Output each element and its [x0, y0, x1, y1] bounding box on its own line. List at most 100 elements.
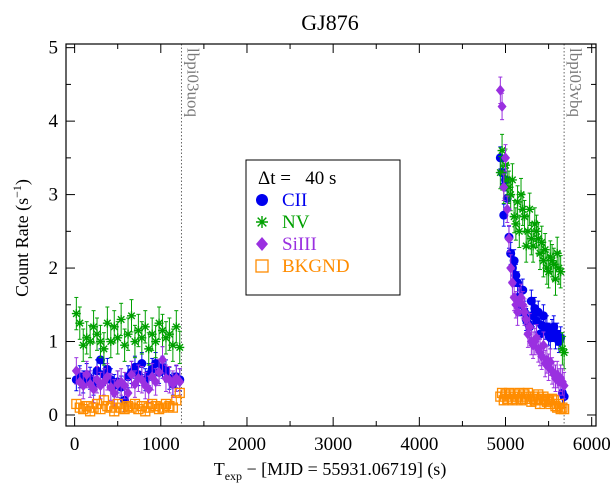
point-nv — [75, 318, 85, 328]
point-nv — [544, 267, 554, 277]
point-cii — [556, 333, 566, 343]
legend-marker-bkgnd — [255, 259, 269, 273]
legend-box — [245, 159, 401, 296]
point-bkgnd — [126, 402, 137, 413]
point-nv — [530, 219, 540, 229]
point-siiii — [506, 262, 516, 274]
point-nv — [164, 329, 174, 339]
point-nv — [504, 182, 514, 192]
legend-item-bkgnd: BKGND — [255, 256, 350, 277]
point-siiii — [499, 181, 509, 193]
point-nv — [533, 234, 543, 244]
point-nv — [130, 337, 140, 347]
axes: 0 1000 2000 3000 4000 5000 6000 0 1 2 3 4 5 — [49, 38, 611, 455]
legend-marker-nv — [256, 216, 268, 228]
x-axis-label-rest: − [MJD = 55931.06719] (s) — [242, 459, 446, 480]
point-nv — [113, 333, 123, 343]
point-bkgnd — [150, 401, 161, 412]
point-siiii — [538, 339, 548, 351]
point-bkgnd — [122, 401, 134, 412]
legend-marker-siiii — [256, 237, 268, 251]
point-nv — [495, 168, 505, 178]
point-bkgnd — [74, 402, 85, 413]
legend-label-siiii: SiIII — [282, 234, 317, 255]
vertical-markers: lbpi03uoq lbpi03vbq — [180, 44, 585, 426]
point-nv — [516, 190, 526, 200]
x-tick-label: 5000 — [487, 434, 525, 455]
point-siiii — [521, 313, 531, 325]
legend-label-cii: CII — [282, 190, 307, 211]
point-bkgnd — [160, 398, 172, 410]
legend-delta: Δt — [258, 168, 276, 189]
point-nv — [550, 274, 560, 284]
data-points — [71, 76, 570, 417]
legend-item-cii: CII — [256, 190, 307, 211]
point-nv — [171, 322, 181, 332]
x-tick-label: 4000 — [400, 434, 438, 455]
series-bkgnd — [71, 387, 570, 417]
point-nv — [116, 314, 126, 324]
legend-label-nv: NV — [282, 212, 310, 233]
point-nv — [528, 241, 538, 251]
point-nv — [547, 256, 557, 266]
point-cii — [95, 355, 105, 365]
legend-marker-cii — [256, 194, 268, 206]
point-cii — [513, 278, 523, 288]
point-nv — [526, 234, 536, 244]
point-siiii — [545, 356, 555, 368]
point-nv — [559, 348, 569, 358]
y-tick-label: 5 — [49, 38, 59, 59]
point-bkgnd — [119, 403, 130, 415]
point-nv — [552, 248, 562, 258]
point-nv — [140, 322, 150, 332]
legend-interval: = 40 s — [276, 168, 337, 189]
point-nv — [507, 175, 517, 185]
point-nv — [161, 333, 171, 343]
point-nv — [532, 226, 542, 236]
chart-title: GJ876 — [301, 10, 358, 35]
vline-label-0: lbpi03uoq — [183, 48, 202, 117]
point-nv — [82, 333, 92, 343]
point-nv — [509, 212, 519, 222]
legend-label-bkgnd: BKGND — [282, 256, 350, 277]
x-tick-label: 6000 — [573, 434, 611, 455]
point-bkgnd — [558, 403, 570, 415]
point-nv — [506, 190, 516, 200]
point-nv — [89, 322, 99, 332]
y-tick-label: 1 — [49, 332, 59, 353]
point-cii — [538, 311, 548, 321]
point-nv — [95, 337, 105, 347]
point-siiii — [154, 366, 164, 378]
point-siiii — [175, 376, 185, 388]
point-siiii — [532, 332, 542, 344]
point-nv — [109, 322, 119, 332]
point-cii — [526, 296, 536, 306]
point-bkgnd — [105, 402, 116, 413]
point-siiii — [501, 152, 511, 164]
point-cii — [506, 248, 516, 258]
vline-label-1: lbpi03vbq — [566, 48, 585, 117]
y-axis-label-end: ) — [12, 179, 33, 185]
point-siiii — [151, 376, 161, 388]
point-nv — [126, 311, 136, 321]
point-bkgnd — [140, 406, 151, 417]
point-cii — [137, 359, 147, 369]
point-nv — [78, 340, 88, 350]
point-bkgnd — [157, 402, 168, 413]
point-bkgnd — [167, 402, 179, 413]
legend-item-siiii: SiIII — [256, 234, 317, 255]
point-nv — [85, 337, 95, 347]
point-nv — [513, 197, 523, 207]
point-nv — [133, 326, 143, 335]
point-cii — [509, 256, 519, 266]
legend-header: Δt = 40 s — [258, 168, 336, 189]
point-bkgnd — [543, 395, 554, 406]
point-nv — [537, 237, 547, 247]
x-axis-label-subscript: exp — [225, 469, 242, 483]
point-bkgnd — [171, 395, 182, 406]
point-siiii — [89, 383, 99, 395]
point-siiii — [123, 387, 133, 399]
point-nv — [99, 344, 109, 354]
point-siiii — [78, 380, 88, 392]
